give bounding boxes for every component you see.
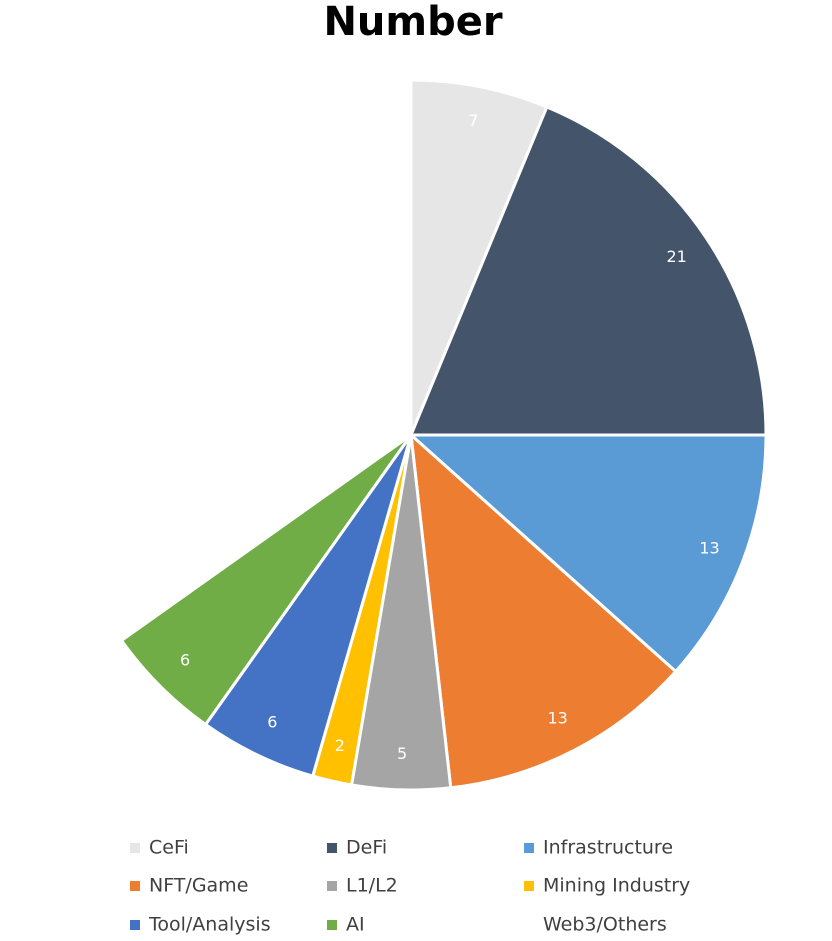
legend-marker	[130, 843, 140, 853]
legend-marker	[327, 843, 337, 853]
data-label: 2	[335, 736, 345, 755]
legend-marker	[130, 881, 140, 891]
pie-slice	[408, 105, 768, 437]
legend-label: Infrastructure	[543, 837, 673, 859]
data-label: 6	[267, 712, 277, 731]
legend-label: Tool/Analysis	[148, 914, 271, 936]
legend-label: CeFi	[149, 837, 189, 859]
data-label: 13	[547, 708, 567, 727]
pie-slice	[409, 78, 549, 436]
data-label: 13	[699, 538, 719, 557]
data-label: 21	[666, 247, 686, 266]
chart-title: Number	[323, 0, 502, 45]
data-label: 39	[117, 278, 137, 297]
legend-marker	[524, 920, 534, 930]
legend-label: Web3/Others	[543, 914, 667, 936]
legend-label: NFT/Game	[149, 875, 248, 897]
data-label: 6	[180, 650, 190, 669]
pie-slice	[407, 433, 768, 674]
legend-label: L1/L2	[346, 875, 398, 897]
pie-slice	[409, 431, 678, 790]
legend-marker	[524, 881, 534, 891]
legend-label: AI	[346, 914, 365, 936]
legend-label: Mining Industry	[543, 875, 690, 897]
legend-marker	[327, 920, 337, 930]
data-label: 5	[397, 744, 407, 763]
legend-label: DeFi	[346, 837, 387, 859]
legend-marker	[130, 920, 140, 930]
legend-marker	[524, 843, 534, 853]
data-label: 7	[468, 111, 478, 130]
pie-slice	[54, 78, 413, 643]
legend-marker	[327, 881, 337, 891]
